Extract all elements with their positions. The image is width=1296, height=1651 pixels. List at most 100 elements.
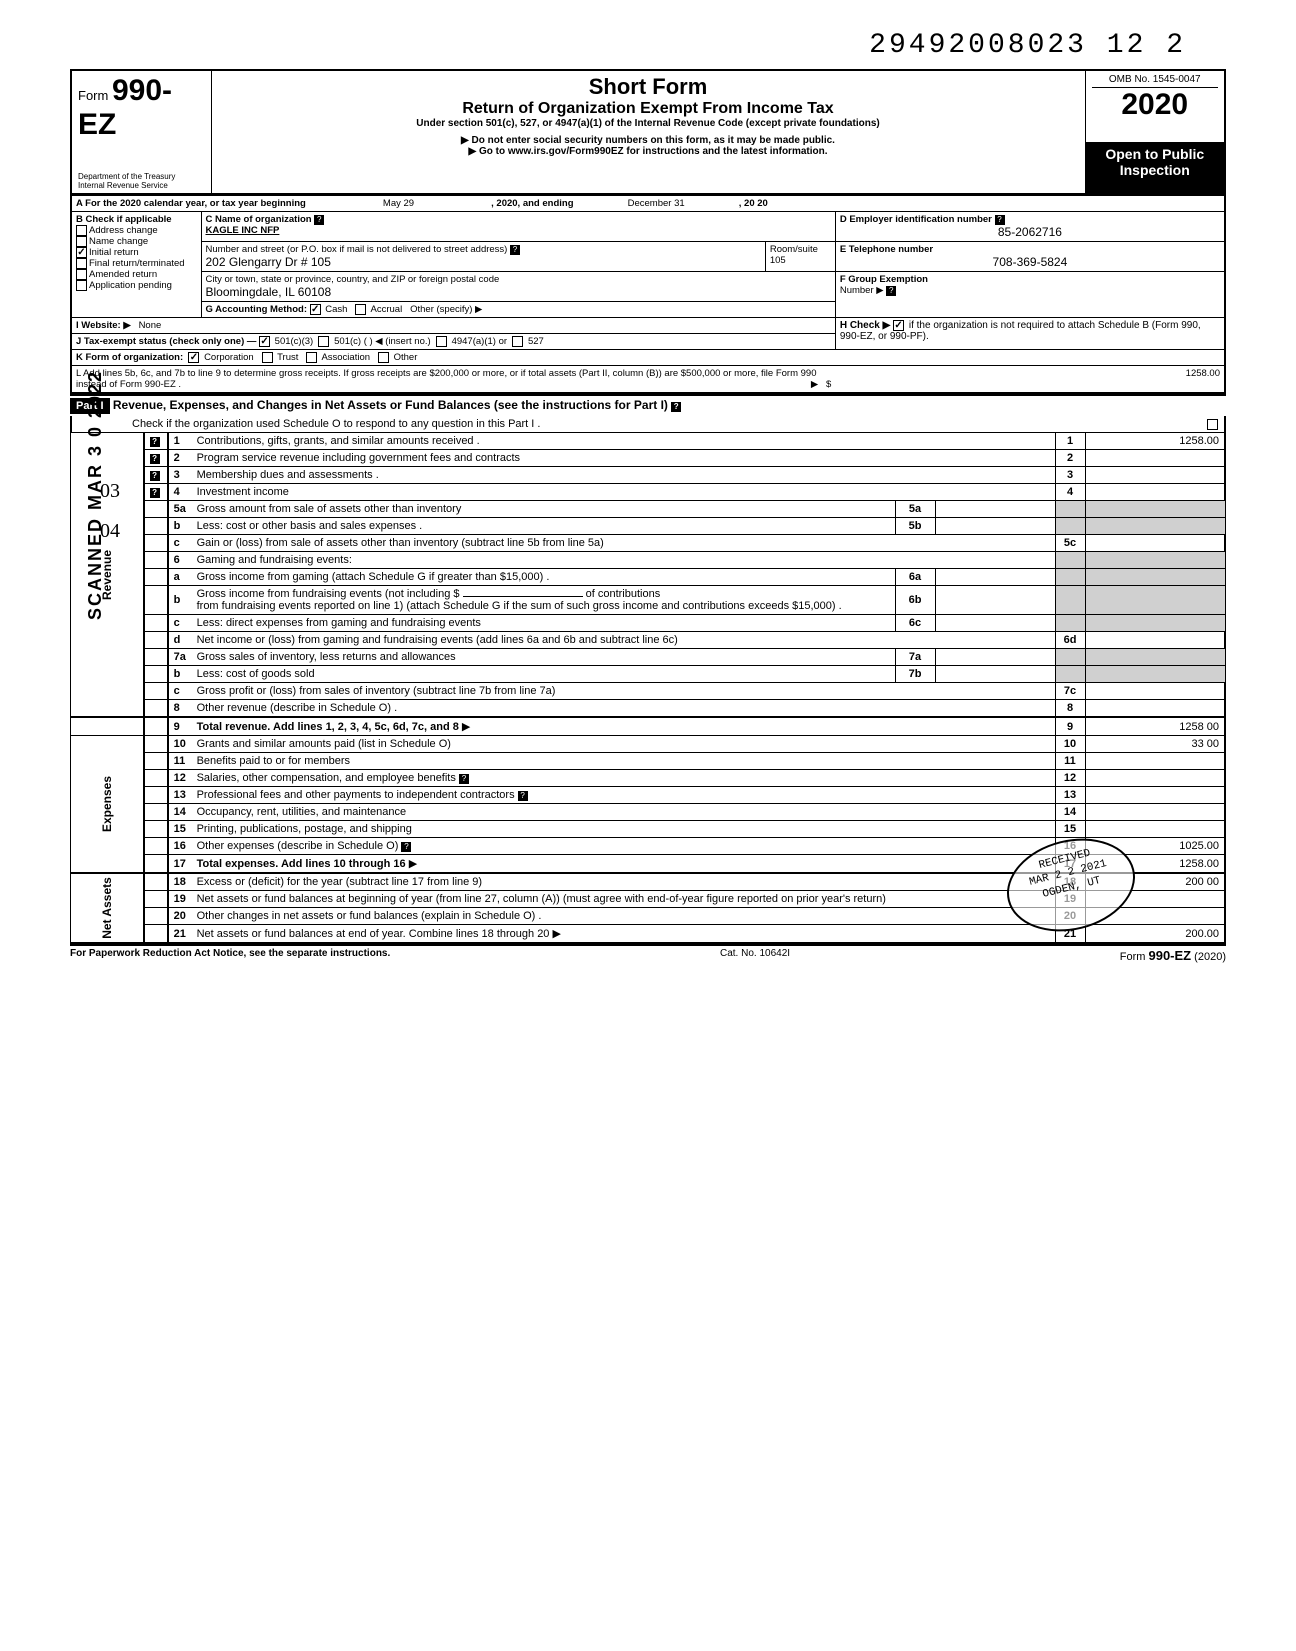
line3-value — [1085, 467, 1225, 484]
line-g-label: G Accounting Method: — [206, 304, 308, 315]
org-name: KAGLE INC NFP — [206, 225, 280, 236]
line12-numbox: 12 — [1055, 770, 1085, 787]
cb-final-return[interactable]: Final return/terminated — [76, 258, 197, 269]
line7c-numbox: 7c — [1055, 683, 1085, 700]
part1-title: Revenue, Expenses, and Changes in Net As… — [113, 398, 668, 412]
cb-accrual[interactable] — [355, 304, 366, 315]
form-number-big: 990-EZ — [78, 74, 172, 141]
line7b-value — [935, 666, 1055, 683]
line5a-value — [935, 501, 1055, 518]
line21-num: 21 — [168, 925, 192, 944]
opt-501c: 501(c) ( — [334, 336, 367, 347]
form-note1: Do not enter social security numbers on … — [218, 135, 1079, 146]
city-value: Bloomingdale, IL 60108 — [206, 285, 332, 299]
cb-corp[interactable] — [188, 352, 199, 363]
line7b-desc: Less: cost of goods sold — [197, 668, 315, 680]
help-icon: ? — [886, 286, 896, 296]
cb-name-change[interactable]: Name change — [76, 236, 197, 247]
line1-desc: Contributions, gifts, grants, and simila… — [197, 435, 480, 447]
line3-num: 3 — [168, 467, 192, 484]
opt-insert: ) ◀ (insert no.) — [370, 336, 431, 347]
line7a-box: 7a — [895, 649, 935, 666]
line6c-desc: Less: direct expenses from gaming and fu… — [197, 617, 481, 629]
cb-application-pending[interactable]: Application pending — [76, 280, 197, 291]
line5b-desc: Less: cost or other basis and sales expe… — [197, 520, 423, 532]
line2-numbox: 2 — [1055, 450, 1085, 467]
line7a-num: 7a — [168, 649, 192, 666]
line5c-value — [1085, 535, 1225, 552]
other-method-label: Other (specify) ▶ — [410, 304, 482, 315]
footer-left: For Paperwork Reduction Act Notice, see … — [70, 948, 390, 963]
cb-527[interactable] — [512, 336, 523, 347]
phone-value: 708-369-5824 — [840, 255, 1220, 269]
line4-value — [1085, 484, 1225, 501]
line-a-begin: May 29 — [309, 198, 489, 209]
line-i-label: I Website: ▶ — [76, 320, 131, 331]
footer-mid: Cat. No. 10642I — [720, 948, 790, 963]
line14-num: 14 — [168, 804, 192, 821]
cb-501c3[interactable] — [259, 336, 270, 347]
line10-value: 33 00 — [1085, 736, 1225, 753]
cb-assoc[interactable] — [306, 352, 317, 363]
open-public-1: Open to Public — [1092, 146, 1219, 162]
part1-check-text: Check if the organization used Schedule … — [132, 418, 540, 430]
line6a-value — [935, 569, 1055, 586]
line6b-desc-mid: of contributions — [586, 588, 661, 600]
line10-desc: Grants and similar amounts paid (list in… — [197, 738, 451, 750]
line6a-num: a — [168, 569, 192, 586]
cb-cash[interactable] — [310, 304, 321, 315]
line13-value — [1085, 787, 1225, 804]
side-expenses: Expenses — [100, 776, 114, 832]
line18-num: 18 — [168, 873, 192, 891]
line-a-mid: , 2020, and ending — [491, 198, 573, 209]
dept-treasury: Department of the Treasury — [78, 172, 205, 181]
form-under: Under section 501(c), 527, or 4947(a)(1)… — [218, 118, 1079, 129]
cash-label: Cash — [325, 304, 347, 315]
section-f-label2: Number ▶ — [840, 285, 884, 296]
line6a-desc: Gross income from gaming (attach Schedul… — [197, 571, 550, 583]
line7b-num: b — [168, 666, 192, 683]
line5a-desc: Gross amount from sale of assets other t… — [197, 503, 462, 515]
cb-other-org[interactable] — [378, 352, 389, 363]
cb-schedule-o[interactable] — [1207, 419, 1218, 430]
line7a-value — [935, 649, 1055, 666]
line12-value — [1085, 770, 1225, 787]
ein-value: 85-2062716 — [840, 225, 1220, 239]
line15-numbox: 15 — [1055, 821, 1085, 838]
line8-desc: Other revenue (describe in Schedule O) . — [197, 702, 398, 714]
form-note2: Go to www.irs.gov/Form990EZ for instruct… — [218, 146, 1079, 157]
omb-number: OMB No. 1545-0047 — [1092, 74, 1219, 88]
line21-desc: Net assets or fund balances at end of ye… — [197, 928, 550, 940]
line-a-endyear: , 20 20 — [739, 198, 768, 209]
line19-num: 19 — [168, 891, 192, 908]
line1-numbox: 1 — [1055, 433, 1085, 450]
line17-desc: Total expenses. Add lines 10 through 16 — [197, 858, 406, 870]
line10-numbox: 10 — [1055, 736, 1085, 753]
form-subtitle: Return of Organization Exempt From Incom… — [218, 100, 1079, 118]
opt-527: 527 — [528, 336, 544, 347]
cb-amended-return[interactable]: Amended return — [76, 269, 197, 280]
line14-desc: Occupancy, rent, utilities, and maintena… — [197, 806, 407, 818]
line-h-text: H Check ▶ — [840, 320, 890, 331]
cb-initial-return[interactable]: Initial return — [76, 247, 197, 258]
line11-desc: Benefits paid to or for members — [197, 755, 350, 767]
cb-501c[interactable] — [318, 336, 329, 347]
line18-desc: Excess or (deficit) for the year (subtra… — [197, 876, 483, 888]
line7c-num: c — [168, 683, 192, 700]
cb-schedule-b[interactable] — [893, 320, 904, 331]
cb-trust[interactable] — [262, 352, 273, 363]
cb-address-change[interactable]: Address change — [76, 225, 197, 236]
help-icon: ? — [671, 402, 681, 412]
line6c-value — [935, 615, 1055, 632]
line6-num: 6 — [168, 552, 192, 569]
opt-4947: 4947(a)(1) or — [452, 336, 507, 347]
opt-501c3: 501(c)(3) — [275, 336, 314, 347]
side-netassets: Net Assets — [100, 877, 114, 939]
line2-desc: Program service revenue including govern… — [197, 452, 520, 464]
cb-4947[interactable] — [436, 336, 447, 347]
line5b-box: 5b — [895, 518, 935, 535]
line15-desc: Printing, publications, postage, and shi… — [197, 823, 412, 835]
line11-numbox: 11 — [1055, 753, 1085, 770]
section-d-label: D Employer identification number — [840, 214, 992, 225]
line12-desc: Salaries, other compensation, and employ… — [197, 772, 456, 784]
